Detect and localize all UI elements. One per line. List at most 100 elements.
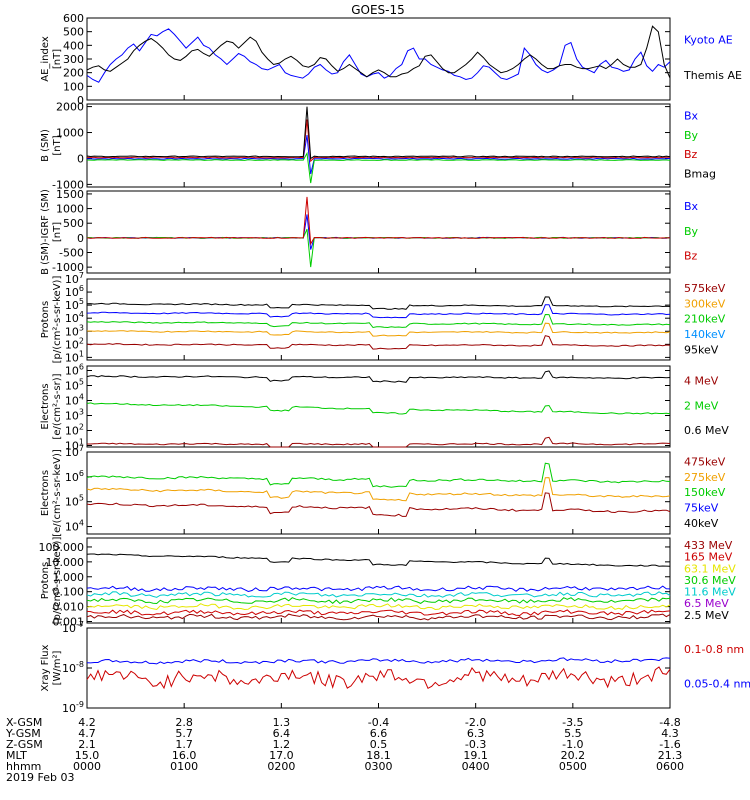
y-tick-label: 105 <box>65 494 84 509</box>
series-line-165-mev <box>86 609 671 617</box>
legend-entry: Bz <box>684 250 698 263</box>
x-axis-value: 0300 <box>365 760 393 773</box>
legend-entry: 150keV <box>684 486 726 499</box>
x-axis-value: -4.8 <box>659 716 680 729</box>
x-axis-value: 1.3 <box>273 716 291 729</box>
x-axis-value: 6.4 <box>273 727 291 740</box>
series-line-0-1-0-8-nm <box>86 657 671 665</box>
y-tick-label: 0.001 <box>53 616 85 629</box>
series-line-275kev <box>86 477 671 502</box>
panel-frame <box>86 627 671 709</box>
series-line-475kev <box>86 492 671 517</box>
legend-entry: 2 MeV <box>684 399 719 412</box>
x-axis-value: 0100 <box>170 760 198 773</box>
x-axis-value: 4.3 <box>661 727 679 740</box>
x-axis-value: 0200 <box>267 760 295 773</box>
y-axis-label: Electrons <box>40 383 51 429</box>
y-tick-label: 500 <box>63 26 84 39</box>
y-tick-label: 10-7 <box>62 620 84 635</box>
legend-entry: 11.6 MeV <box>684 586 736 599</box>
series-line-575kev <box>86 335 671 350</box>
series-line-140kev <box>86 304 671 319</box>
x-axis-value: -0.4 <box>368 716 389 729</box>
y-tick-label: 300 <box>63 53 84 66</box>
y-axis-label: B (SM)-IGRF (SM) <box>40 189 51 275</box>
legend-entry: By <box>684 129 699 142</box>
panel-protons_mev: 100.000 10.000 1.000 0.100 0.010 0.001 Protons… <box>39 537 737 629</box>
series-line-4-mev <box>87 436 671 448</box>
y-axis-label: [e/(cm²-s-sr-keV)] <box>52 449 63 537</box>
series-line-150kev <box>86 462 671 488</box>
series-line-themis-ae <box>86 25 671 79</box>
legend-entry: 275keV <box>684 471 726 484</box>
legend-entry: 40keV <box>684 517 719 530</box>
legend-entry: Bx <box>684 110 699 123</box>
panel-frame <box>86 103 671 188</box>
legend-entry: 2.5 MeV <box>684 609 729 622</box>
y-tick-label: 105 <box>65 378 84 393</box>
series-line-63-1-mev <box>86 603 671 611</box>
x-axis-row-label: MLT <box>6 749 27 762</box>
legend-entry: 30.6 MeV <box>684 574 736 587</box>
legend-entry: 575keV <box>684 282 726 295</box>
x-axis-value: 1.7 <box>175 738 193 751</box>
legend-entry: 0.1-0.8 nm <box>684 643 744 656</box>
panel-bsm: 2000 1000 0 -1000 B (SM) [nT] Bx By Bz Bmag <box>40 101 716 192</box>
y-tick-label: 100 <box>63 80 84 93</box>
y-axis-label: [nT] <box>52 135 63 155</box>
y-axis-label: [p/(cm²-s-sr-keV)] <box>52 276 63 364</box>
y-tick-label: -1000 <box>52 178 84 191</box>
series-line-11-6-mev <box>86 591 671 598</box>
x-axis-value: 18.1 <box>366 749 391 762</box>
x-axis-value: 0.5 <box>370 738 388 751</box>
x-axis-value: 20.2 <box>561 749 586 762</box>
legend-entry: 433 MeV <box>684 539 733 552</box>
x-axis-row-label: X-GSM <box>6 716 42 729</box>
y-tick-label: -1000 <box>52 261 84 274</box>
y-tick-label: 10-9 <box>62 700 84 715</box>
panel-xray: 10-7 10-8 10-9 Xray Flux [W/m²] 0.1-0.8 nm 0.0… <box>40 620 750 715</box>
x-axis-value: 0500 <box>559 760 587 773</box>
x-axis-value: 4.7 <box>78 727 96 740</box>
y-tick-label: 0.010 <box>53 601 85 614</box>
series-line-95kev <box>86 296 671 310</box>
x-axis-value: -1.6 <box>659 738 680 751</box>
x-axis-value: 4.2 <box>78 716 96 729</box>
x-axis-value: 2.8 <box>175 716 193 729</box>
series-line-bx <box>86 214 671 250</box>
y-tick-label: 200 <box>63 67 84 80</box>
figure-title: GOES-15 <box>351 3 405 17</box>
series-line-bz <box>86 119 670 163</box>
y-tick-label: 2000 <box>56 101 84 114</box>
panel-frame <box>86 190 671 274</box>
legend-entry: 140keV <box>684 328 726 341</box>
legend-entry: 75keV <box>684 502 719 515</box>
series-line-300kev <box>87 322 671 337</box>
date-label: 2019 Feb 03 <box>6 771 74 784</box>
y-axis-label: [nT] <box>52 222 63 242</box>
y-tick-label: 107 <box>65 444 84 459</box>
series-line-bmag <box>86 106 671 160</box>
legend-entry: 6.5 MeV <box>684 597 729 610</box>
y-axis-label: [W/m²] <box>52 650 63 685</box>
legend-entry: 475keV <box>684 455 726 468</box>
y-tick-label: 600 <box>63 12 84 25</box>
series-line-0-6-mev <box>86 370 671 383</box>
x-axis-value: -3.5 <box>562 716 583 729</box>
series-line-0-05-0-4-nm <box>86 666 671 690</box>
y-tick-label: 0.100 <box>53 586 85 599</box>
y-axis-label: Electrons <box>40 470 51 516</box>
y-axis-label: Protons <box>40 562 51 599</box>
panel-frame <box>86 451 671 535</box>
legend-entry: 0.6 MeV <box>684 424 729 437</box>
x-axis-value: -1.0 <box>562 738 583 751</box>
legend-entry: 210keV <box>684 313 726 326</box>
series-line-by <box>86 228 671 268</box>
y-tick-label: 500 <box>63 217 84 230</box>
series-line-bz <box>86 196 671 246</box>
y-tick-label: 1.000 <box>53 571 85 584</box>
